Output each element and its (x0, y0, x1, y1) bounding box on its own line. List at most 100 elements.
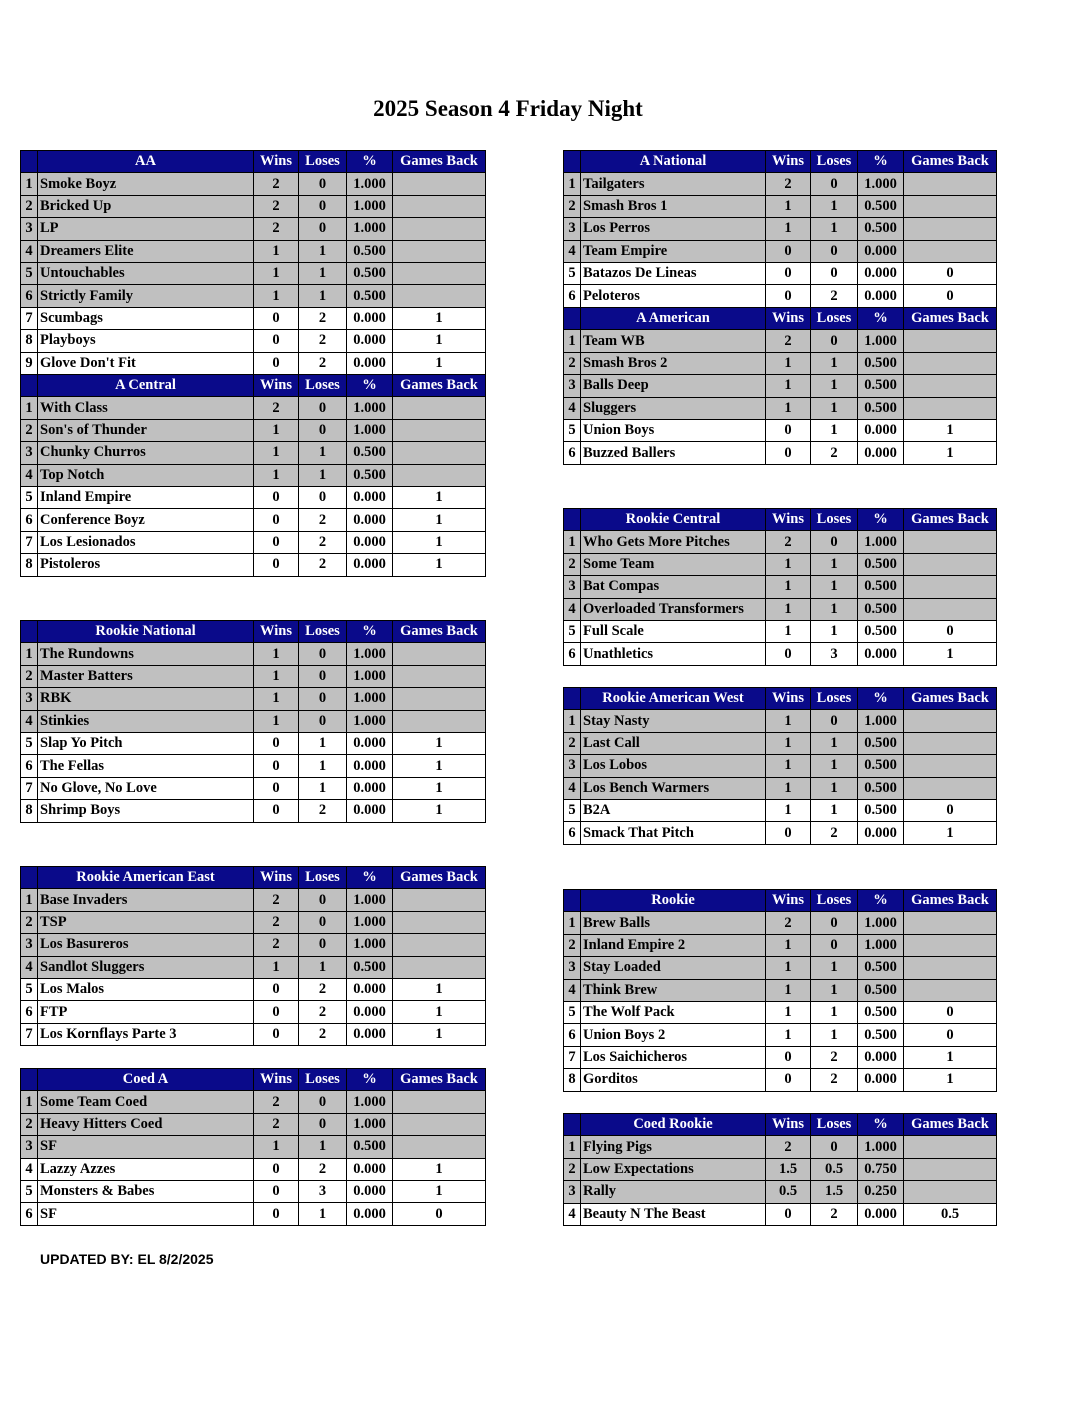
table-row: 1 Tailgaters 2 0 1.000 (563, 172, 997, 196)
column-header-loses: Loses (810, 306, 858, 331)
column-header-wins: Wins (765, 507, 811, 532)
pct-cell: 0.500 (857, 731, 904, 756)
rank-cell: 8 (20, 799, 38, 823)
rank-cell: 3 (20, 687, 38, 711)
rank-cell: 1 (563, 1135, 581, 1159)
team-name: Smash Bros 1 (580, 194, 766, 219)
team-name: Batazos De Lineas (580, 261, 766, 286)
loses-cell: 1 (810, 776, 858, 800)
table-row: 3 SF 1 1 0.500 (20, 1135, 486, 1159)
wins-cell: 1 (765, 396, 811, 420)
column-header-loses: Loses (810, 507, 858, 532)
team-name: Overloaded Transformers (580, 597, 766, 621)
loses-cell: 1 (298, 754, 347, 778)
column-header-games-back: Games Back (392, 865, 486, 890)
pct-cell: 0.500 (346, 955, 393, 979)
rank-cell: 1 (563, 709, 581, 733)
team-name: Bat Compas (580, 575, 766, 599)
header-rank-cell (563, 888, 581, 913)
table-header-row: Rookie Wins Loses% Games Back (563, 888, 997, 913)
team-name: Flying Pigs (580, 1135, 766, 1159)
loses-cell: 1 (810, 194, 858, 219)
table-row: 3 Los Lobos 1 1 0.500 (563, 754, 997, 778)
rank-cell: 3 (20, 441, 38, 465)
table-row: 6 Buzzed Ballers 0 2 0.000 1 (563, 441, 997, 465)
games-back-cell (903, 1135, 997, 1159)
division-name: Rookie Central (580, 507, 766, 532)
division-name: A American (580, 306, 766, 331)
pct-cell: 0.000 (346, 1000, 393, 1024)
team-name: B2A (580, 798, 766, 823)
pct-cell: 1.000 (857, 329, 904, 353)
games-back-cell: 1 (392, 553, 486, 577)
games-back-cell (903, 530, 997, 554)
wins-cell: 1 (765, 978, 811, 1002)
pct-cell: 1.000 (346, 396, 393, 420)
pct-cell: 0.000 (346, 1157, 393, 1181)
wins-cell: 1 (765, 575, 811, 599)
table-row: 2 TSP 2 0 1.000 (20, 910, 486, 935)
pct-cell: 0.000 (346, 508, 393, 532)
wins-cell: 1 (253, 1135, 299, 1159)
loses-cell: 0 (298, 1090, 347, 1114)
rank-cell: 8 (563, 1068, 581, 1092)
team-name: Smack That Pitch (580, 821, 766, 845)
rank-cell: 2 (563, 194, 581, 219)
team-name: Los Saichicheros (580, 1045, 766, 1070)
loses-cell: 2 (298, 977, 347, 1002)
table-row: 7 Los Saichicheros 0 2 0.000 1 (563, 1045, 997, 1070)
games-back-cell (392, 888, 486, 912)
table-row: 6 Peloteros 0 2 0.000 0 (563, 284, 997, 308)
rank-cell: 4 (563, 1202, 581, 1226)
team-name: Union Boys (580, 418, 766, 443)
table-row: 3 RBK 1 0 1.000 (20, 687, 486, 711)
header-rank-cell (20, 1067, 38, 1092)
standings-table: Rookie American West Wins Loses% Games Back… (563, 686, 997, 845)
loses-cell: 2 (298, 1000, 347, 1024)
table-row: 6 Unathletics 0 3 0.000 1 (563, 642, 997, 666)
division-name: Rookie (580, 888, 766, 913)
table-row: 4 Top Notch 1 1 0.500 (20, 463, 486, 487)
wins-cell: 1 (765, 597, 811, 621)
team-name: Buzzed Ballers (580, 441, 766, 465)
loses-cell: 1 (298, 955, 347, 979)
wins-cell: 1 (253, 418, 299, 443)
pct-cell: 0.500 (857, 374, 904, 398)
wins-cell: 1 (765, 1023, 811, 1047)
team-name: Chunky Churros (37, 441, 254, 465)
games-back-cell: 1 (392, 530, 486, 555)
loses-cell: 2 (298, 1157, 347, 1181)
team-name: Tailgaters (580, 172, 766, 196)
rank-cell: 6 (20, 754, 38, 778)
column-header-wins: Wins (765, 888, 811, 913)
loses-cell: 0 (298, 485, 347, 510)
pct-cell: 0.000 (346, 977, 393, 1002)
loses-cell: 0 (298, 888, 347, 912)
pct-cell: 1.000 (346, 888, 393, 912)
games-back-cell (903, 978, 997, 1002)
table-header-row: A Central Wins Loses% Games Back (20, 373, 486, 398)
wins-cell: 2 (765, 1135, 811, 1159)
table-row: 6 SF 0 1 0.000 0 (20, 1202, 486, 1226)
table-header-row: Rookie Central Wins Loses% Games Back (563, 507, 997, 532)
rank-cell: 2 (20, 418, 38, 443)
games-back-cell (392, 910, 486, 935)
wins-cell: 0 (253, 508, 299, 532)
pct-cell: 0.000 (857, 642, 904, 666)
wins-cell: 1 (765, 956, 811, 980)
wins-cell: 1 (253, 687, 299, 711)
header-rank-cell (563, 306, 581, 331)
pct-cell: 0.000 (857, 1068, 904, 1092)
team-name: Inland Empire 2 (580, 933, 766, 958)
games-back-cell (903, 552, 997, 577)
loses-cell: 0 (810, 329, 858, 353)
column-header-games-back: Games Back (903, 888, 997, 913)
games-back-cell: 0 (903, 1000, 997, 1025)
games-back-cell: 0 (903, 798, 997, 823)
table-row: 2 Smash Bros 1 1 1 0.500 (563, 194, 997, 219)
team-name: Son's of Thunder (37, 418, 254, 443)
loses-cell: 1 (810, 396, 858, 420)
rank-cell: 3 (20, 217, 38, 241)
page-title: 2025 Season 4 Friday Night (373, 96, 643, 121)
loses-cell: 1 (810, 956, 858, 980)
